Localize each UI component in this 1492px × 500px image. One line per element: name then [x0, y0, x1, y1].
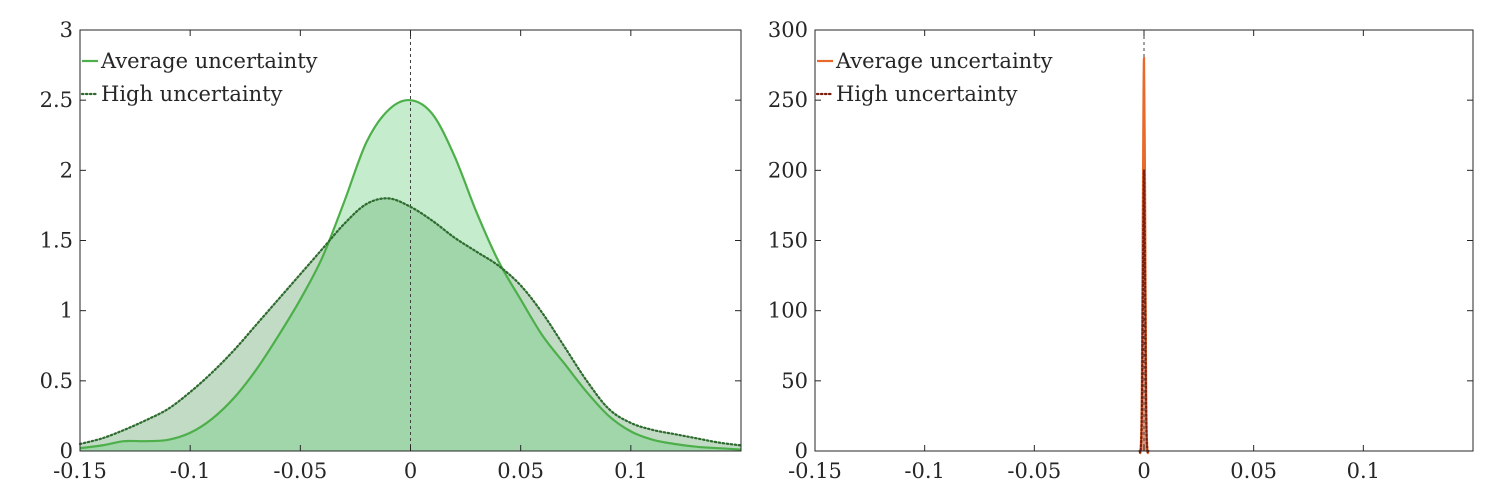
x-tick-label: 0.1: [614, 459, 647, 483]
legend-label: High uncertainty: [101, 82, 283, 106]
right-density-panel: -0.15 -0.1 -0.05 0 0.05 0.1 0 50 100 150 200 250 300…: [768, 18, 1474, 483]
y-tick-label: 300: [768, 18, 808, 42]
y-tick-label: 0.5: [40, 369, 73, 393]
y-tick-label: 1.5: [40, 229, 73, 253]
x-tick-label: -0.05: [1007, 459, 1061, 483]
y-tick-label: 0: [60, 439, 73, 463]
y-tick-label: 100: [768, 299, 808, 323]
area-average-uncertainty: [80, 100, 741, 451]
series-line-high-uncertainty: [1138, 169, 1150, 454]
area-high-uncertainty: [1139, 170, 1149, 453]
x-tick-label: -0.15: [53, 459, 107, 483]
y-tick-label: 200: [768, 158, 808, 182]
y-tick-label: 0: [795, 439, 808, 463]
x-tick-label: 0: [1137, 459, 1150, 483]
x-tick-label: 0.1: [1347, 459, 1380, 483]
x-tick-label: -0.1: [904, 459, 945, 483]
y-tick-label: 2.5: [40, 88, 73, 112]
series-line-average-uncertainty: [79, 99, 742, 451]
x-tick-label: 0.05: [1230, 459, 1277, 483]
y-tick-label: 2: [60, 158, 73, 182]
legend-label: High uncertainty: [836, 82, 1018, 106]
x-tick-label: -0.15: [788, 459, 842, 483]
y-tick-label: 50: [781, 369, 808, 393]
x-tick-label: 0: [404, 459, 417, 483]
y-tick-label: 3: [60, 18, 73, 42]
x-tick-label: 0.05: [497, 459, 544, 483]
series-line-high-uncertainty: [78, 197, 743, 447]
x-tick-label: -0.1: [170, 459, 211, 483]
y-tick-label: 1: [60, 299, 73, 323]
legend-label: Average uncertainty: [835, 49, 1053, 73]
legend-label: Average uncertainty: [100, 49, 318, 73]
left-density-panel: -0.15 -0.1 -0.05 0 0.05 0.1 0 0.5 1 1.5 2 2.5 3 Avera…: [40, 18, 743, 483]
y-tick-label: 250: [768, 88, 808, 112]
y-tick-label: 150: [768, 229, 808, 253]
x-tick-label: -0.05: [273, 459, 327, 483]
